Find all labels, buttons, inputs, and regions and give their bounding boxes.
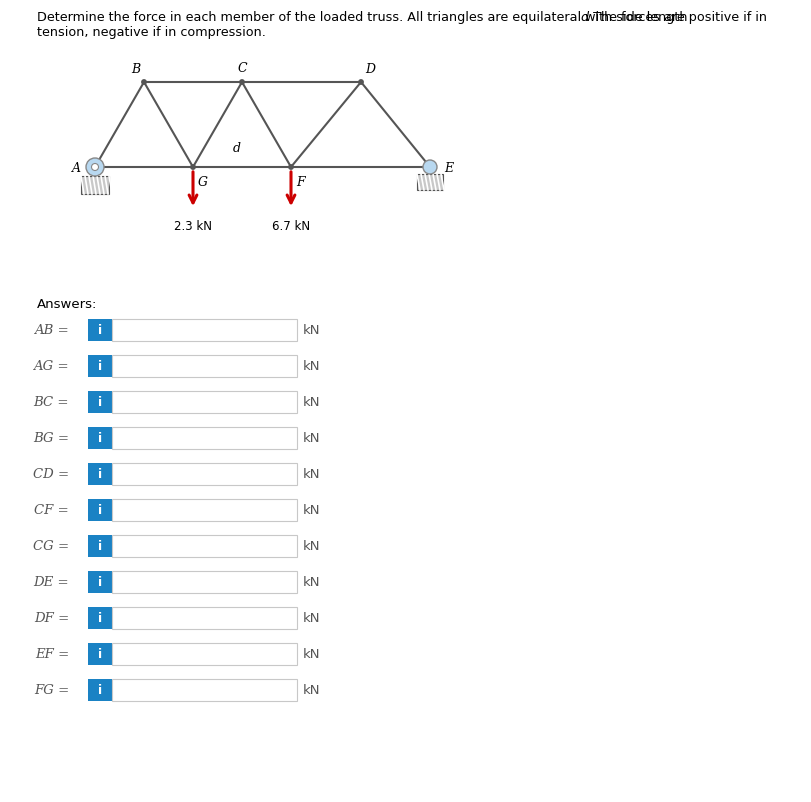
Text: A: A xyxy=(72,161,81,174)
Circle shape xyxy=(358,81,363,85)
Text: EF =: EF = xyxy=(35,648,69,661)
FancyBboxPatch shape xyxy=(112,464,297,485)
Circle shape xyxy=(86,159,104,176)
Text: kN: kN xyxy=(303,576,320,589)
FancyBboxPatch shape xyxy=(112,500,297,521)
Text: kN: kN xyxy=(303,648,320,661)
Text: AB =: AB = xyxy=(34,324,69,337)
Text: kN: kN xyxy=(303,432,320,445)
Text: i: i xyxy=(98,432,102,445)
Text: 6.7 kN: 6.7 kN xyxy=(272,220,310,233)
Text: i: i xyxy=(98,468,102,481)
Circle shape xyxy=(289,165,293,170)
Text: kN: kN xyxy=(303,504,320,516)
Text: i: i xyxy=(98,360,102,373)
Text: i: i xyxy=(98,612,102,625)
Text: D: D xyxy=(365,63,375,76)
Circle shape xyxy=(191,165,195,170)
FancyBboxPatch shape xyxy=(88,607,112,630)
Text: i: i xyxy=(98,324,102,337)
Text: d: d xyxy=(580,11,588,24)
FancyBboxPatch shape xyxy=(88,571,112,593)
Text: Answers:: Answers: xyxy=(37,298,97,310)
Circle shape xyxy=(239,81,244,85)
FancyBboxPatch shape xyxy=(112,355,297,378)
Text: FG =: FG = xyxy=(34,683,69,697)
Text: C: C xyxy=(237,62,247,75)
FancyBboxPatch shape xyxy=(88,464,112,485)
Text: CD =: CD = xyxy=(32,468,69,481)
Text: i: i xyxy=(98,396,102,409)
FancyBboxPatch shape xyxy=(112,427,297,449)
FancyBboxPatch shape xyxy=(112,391,297,414)
Circle shape xyxy=(423,160,436,175)
Text: i: i xyxy=(98,648,102,661)
FancyBboxPatch shape xyxy=(88,427,112,449)
Text: d: d xyxy=(233,141,241,154)
Text: AG =: AG = xyxy=(33,360,69,373)
Text: F: F xyxy=(296,176,304,188)
Text: kN: kN xyxy=(303,612,320,625)
Circle shape xyxy=(92,164,98,172)
Text: BC =: BC = xyxy=(33,396,69,409)
Text: E: E xyxy=(444,161,453,174)
FancyBboxPatch shape xyxy=(81,176,109,195)
Text: kN: kN xyxy=(303,540,320,553)
Text: BG =: BG = xyxy=(33,432,69,445)
Text: i: i xyxy=(98,683,102,697)
Text: . The forces are positive if in: . The forces are positive if in xyxy=(585,11,766,24)
FancyBboxPatch shape xyxy=(88,320,112,342)
FancyBboxPatch shape xyxy=(88,355,112,378)
Text: kN: kN xyxy=(303,396,320,409)
FancyBboxPatch shape xyxy=(88,391,112,414)
Text: kN: kN xyxy=(303,468,320,481)
FancyBboxPatch shape xyxy=(88,535,112,557)
Text: i: i xyxy=(98,576,102,589)
FancyBboxPatch shape xyxy=(112,607,297,630)
FancyBboxPatch shape xyxy=(417,175,443,191)
Text: kN: kN xyxy=(303,360,320,373)
FancyBboxPatch shape xyxy=(88,679,112,701)
Text: kN: kN xyxy=(303,683,320,697)
Text: G: G xyxy=(198,176,208,188)
Text: CG =: CG = xyxy=(32,540,69,553)
FancyBboxPatch shape xyxy=(112,679,297,701)
Text: Determine the force in each member of the loaded truss. All triangles are equila: Determine the force in each member of th… xyxy=(37,11,691,24)
Text: tension, negative if in compression.: tension, negative if in compression. xyxy=(37,26,265,39)
Text: B: B xyxy=(131,63,139,76)
FancyBboxPatch shape xyxy=(112,320,297,342)
Text: CF =: CF = xyxy=(34,504,69,516)
FancyBboxPatch shape xyxy=(112,643,297,665)
Text: i: i xyxy=(98,504,102,516)
FancyBboxPatch shape xyxy=(112,535,297,557)
FancyBboxPatch shape xyxy=(88,643,112,665)
Text: i: i xyxy=(98,540,102,553)
Text: kN: kN xyxy=(303,324,320,337)
FancyBboxPatch shape xyxy=(88,500,112,521)
FancyBboxPatch shape xyxy=(112,571,297,593)
Text: DF =: DF = xyxy=(34,612,69,625)
Text: DE =: DE = xyxy=(33,576,69,589)
Text: 2.3 kN: 2.3 kN xyxy=(174,220,212,233)
Circle shape xyxy=(142,81,146,85)
